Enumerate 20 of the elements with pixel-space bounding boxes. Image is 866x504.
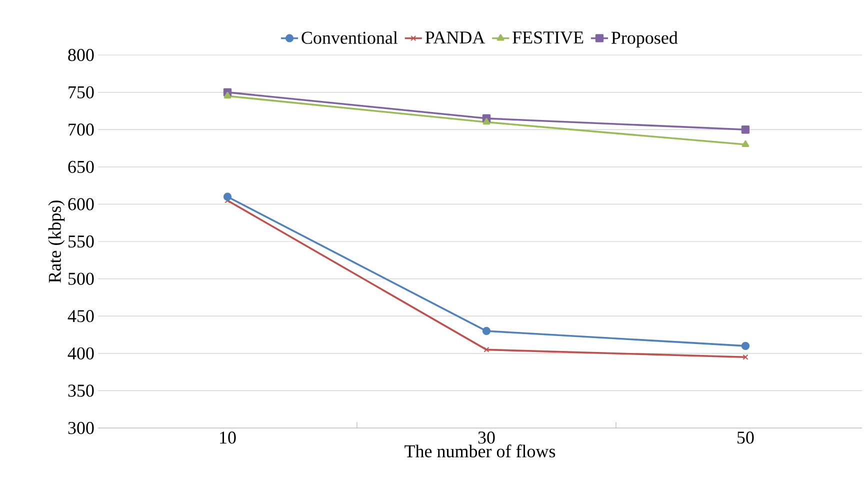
legend-label: Proposed <box>611 31 678 48</box>
y-axis-title: Rate (kbps) <box>48 200 65 283</box>
y-tick-label: 450 <box>68 310 94 322</box>
legend-label: PANDA <box>425 32 486 44</box>
x-tick-label: 10 <box>220 432 236 444</box>
y-tick-label: 400 <box>68 347 94 360</box>
y-tick-label: 500 <box>68 272 94 285</box>
x-tick-label: 30 <box>478 432 495 444</box>
y-tick-label: 650 <box>68 160 94 173</box>
y-tick-label: 800 <box>68 48 94 62</box>
x-tick-label: 50 <box>738 432 754 444</box>
x-axis-title: The number of flows <box>404 444 556 458</box>
legend-label: Conventional <box>302 31 398 44</box>
y-tick-label: 350 <box>68 384 94 397</box>
y-tick-label: 700 <box>68 124 94 136</box>
y-tick-label: 300 <box>68 422 94 434</box>
y-tick-label: 600 <box>68 198 94 210</box>
y-tick-label: 550 <box>68 235 94 248</box>
y-tick-label: 750 <box>68 86 94 98</box>
legend-label: FESTIVE <box>512 32 584 44</box>
